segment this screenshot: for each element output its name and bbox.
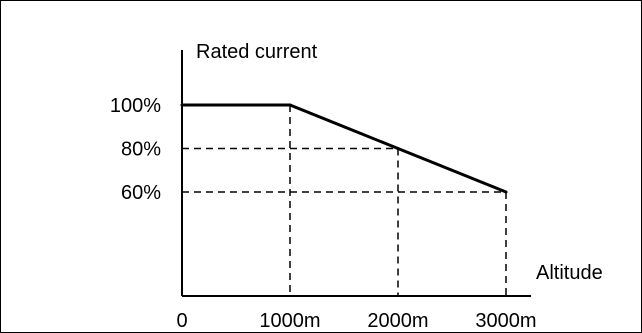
series-line xyxy=(182,103,507,194)
y-tick-labels: 100% 80% 60% xyxy=(110,95,161,204)
y-axis-label: Rated current xyxy=(196,41,318,63)
x-axis-label: Altitude xyxy=(536,262,603,284)
data-point-2000 xyxy=(396,147,400,150)
x-tick-label-1000: 1000m xyxy=(259,310,320,332)
series-group xyxy=(180,103,508,194)
data-point-3000 xyxy=(504,190,508,194)
y-tick-label-80: 80% xyxy=(121,139,161,161)
guide-lines xyxy=(182,105,507,296)
y-tick-label-60: 60% xyxy=(121,182,161,204)
data-point-0 xyxy=(180,103,184,107)
x-tick-label-2000: 2000m xyxy=(367,310,428,332)
x-tick-labels: 1000m 2000m 3000m xyxy=(259,310,536,332)
x-tick-label-3000: 3000m xyxy=(475,310,536,332)
data-point-1000 xyxy=(288,103,292,107)
x-origin-label: 0 xyxy=(176,310,187,332)
y-tick-label-100: 100% xyxy=(110,95,161,117)
